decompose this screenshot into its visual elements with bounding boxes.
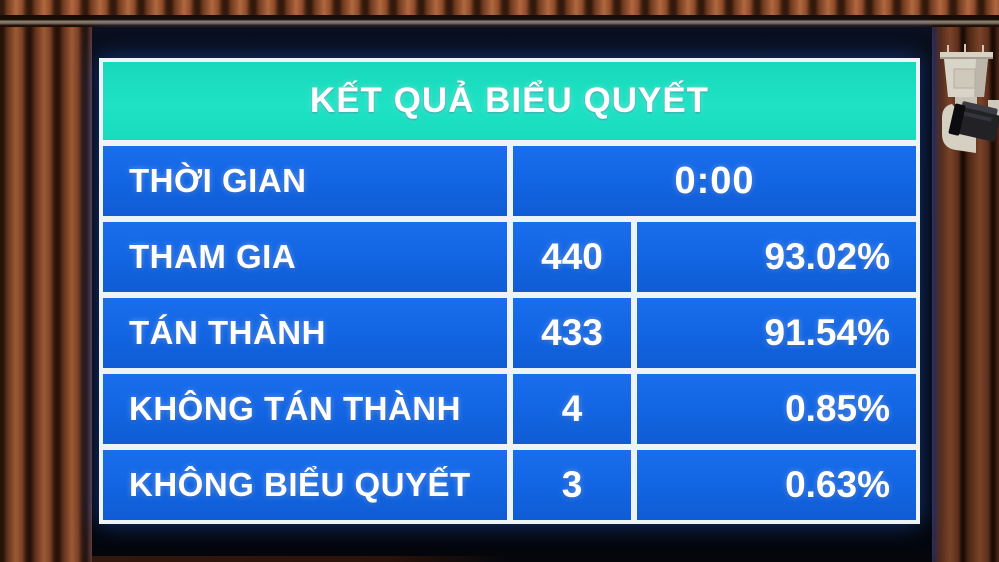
row-khong-bieu-quyet-percent: 0.63% (637, 450, 916, 520)
row-thoi-gian-value: 0:00 (513, 146, 916, 216)
row-khong-tan-thanh-count: 4 (513, 374, 631, 444)
row-thoi-gian-label: THỜI GIAN (103, 146, 507, 216)
wood-ledge-below-screen (92, 556, 512, 562)
board-title: KẾT QUẢ BIỂU QUYẾT (103, 62, 916, 140)
row-tham-gia-label: THAM GIA (103, 222, 507, 292)
voting-results-board: KẾT QUẢ BIỂU QUYẾT THỜI GIAN 0:00 THAM G… (99, 58, 920, 524)
row-khong-bieu-quyet-label: KHÔNG BIỂU QUYẾT (103, 450, 507, 520)
led-screen-bezel: KẾT QUẢ BIỂU QUYẾT THỜI GIAN 0:00 THAM G… (92, 27, 932, 562)
cctv-camera-graphic (940, 44, 999, 153)
row-tan-thanh-percent: 91.54% (637, 298, 916, 368)
cctv-camera-icon (938, 44, 999, 164)
row-khong-tan-thanh-percent: 0.85% (637, 374, 916, 444)
row-khong-tan-thanh-label: KHÔNG TÁN THÀNH (103, 374, 507, 444)
row-tan-thanh-label: TÁN THÀNH (103, 298, 507, 368)
wooden-wall-top-strip (0, 0, 999, 15)
row-tham-gia-percent: 93.02% (637, 222, 916, 292)
row-tan-thanh-count: 433 (513, 298, 631, 368)
row-khong-bieu-quyet-count: 3 (513, 450, 631, 520)
row-tham-gia-count: 440 (513, 222, 631, 292)
wall-horizontal-groove (0, 15, 999, 27)
